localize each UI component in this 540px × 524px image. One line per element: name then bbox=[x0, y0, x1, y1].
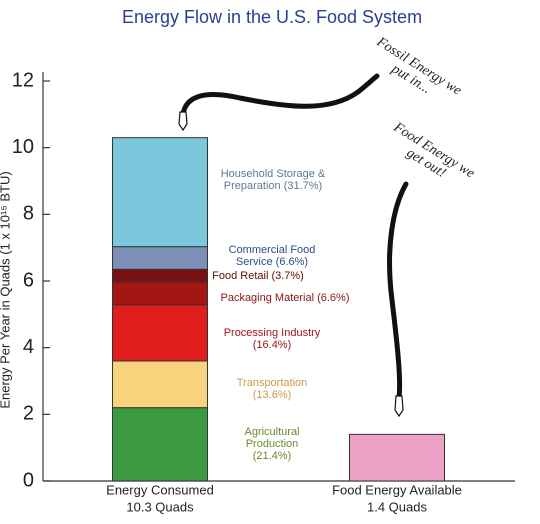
x-tick-label: Energy Consumed bbox=[106, 482, 214, 497]
chart-title: Energy Flow in the U.S. Food System bbox=[122, 7, 422, 27]
hand-icon bbox=[394, 395, 404, 418]
total-label: 10.3 Quads bbox=[126, 499, 194, 514]
bar-segment bbox=[112, 407, 208, 482]
segment-label: Commercial Food Service (6.6%) bbox=[228, 244, 316, 268]
segment-label: Food Retail (3.7%) bbox=[212, 270, 304, 282]
segment-label: Household Storage & Preparation (31.7%) bbox=[220, 168, 326, 192]
y-tick-label: 10 bbox=[12, 136, 34, 158]
y-tick-label: 6 bbox=[23, 269, 34, 291]
bar-segment bbox=[112, 360, 208, 409]
arrow bbox=[387, 181, 409, 401]
segment-label: Packaging Material (6.6%) bbox=[220, 292, 350, 304]
y-tick-label: 12 bbox=[12, 69, 34, 91]
bar-segment bbox=[112, 137, 208, 248]
hand-icon bbox=[178, 111, 188, 132]
y-tick-label: 2 bbox=[23, 403, 34, 425]
segment-label: Transportation (13.6%) bbox=[236, 377, 308, 401]
bar-segment bbox=[112, 246, 208, 270]
segment-label: Processing Industry (16.4%) bbox=[223, 327, 321, 351]
segment-label: Agricultural Production (21.4%) bbox=[244, 426, 300, 462]
y-tick-label: 0 bbox=[23, 469, 34, 491]
x-tick-label: Food Energy Available bbox=[332, 482, 462, 497]
bar-segment bbox=[349, 433, 445, 482]
arrow bbox=[180, 73, 380, 117]
total-label: 1.4 Quads bbox=[367, 499, 427, 514]
bar-segment bbox=[112, 304, 208, 362]
y-tick-label: 4 bbox=[23, 336, 34, 358]
y-tick-label: 8 bbox=[23, 203, 34, 225]
y-axis-label: Energy Per Year in Quads (1 x 10¹⁵ BTU) bbox=[0, 171, 12, 408]
